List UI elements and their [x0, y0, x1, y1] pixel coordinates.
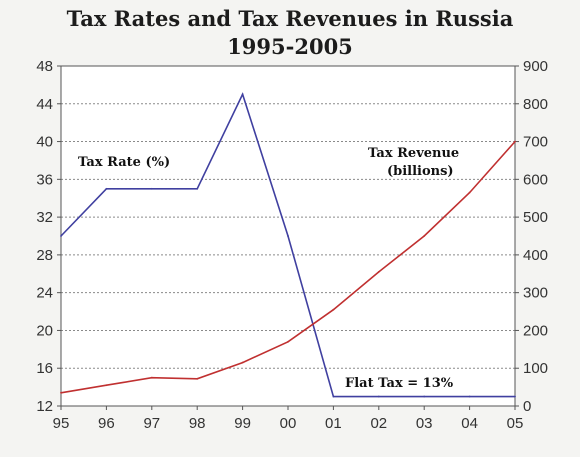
x-tick-label: 97 — [143, 415, 160, 432]
x-tick-label: 95 — [53, 415, 70, 432]
right-tick-label: 300 — [523, 285, 548, 302]
right-tick-label: 200 — [523, 322, 548, 339]
x-tick-label: 02 — [370, 415, 387, 432]
tax-revenue-point — [377, 270, 380, 273]
chart-title: Tax Rates and Tax Revenues in Russia — [66, 6, 514, 31]
tax-rate-label: Tax Rate (%) — [78, 155, 170, 170]
tax-revenue-unit-label: (billions) — [387, 164, 454, 179]
right-tick-label: 900 — [523, 58, 548, 75]
left-tick-label: 32 — [36, 209, 53, 226]
tax-revenue-point — [60, 391, 62, 394]
right-tick-label: 700 — [523, 134, 548, 151]
right-tick-label: 800 — [523, 96, 548, 113]
tax-rate-point — [105, 187, 108, 190]
tax-rate-point — [377, 395, 380, 398]
left-tick-label: 48 — [36, 58, 53, 75]
tax-revenue-label: Tax Revenue — [368, 146, 459, 161]
x-tick-label: 04 — [461, 415, 478, 432]
x-tick-label: 05 — [507, 415, 524, 432]
tax-rate-point — [287, 235, 289, 237]
tax-rate-point — [514, 395, 516, 398]
right-tick-label: 400 — [523, 247, 548, 264]
tax-revenue-point — [287, 340, 289, 343]
left-tick-label: 28 — [36, 247, 53, 264]
tax-revenue-point — [196, 377, 199, 380]
flat-tax-label: Flat Tax = 13% — [345, 376, 454, 391]
tax-rate-point — [60, 235, 62, 237]
left-tick-label: 40 — [36, 134, 53, 151]
x-tick-label: 98 — [189, 415, 206, 432]
left-tick-label: 20 — [36, 322, 53, 339]
tax-rate-point — [150, 187, 153, 190]
tax-revenue-point — [468, 191, 471, 194]
left-tick-label: 36 — [36, 171, 53, 188]
right-tick-label: 500 — [523, 209, 548, 226]
x-tick-label: 96 — [98, 415, 115, 432]
x-tick-label: 00 — [280, 415, 297, 432]
left-tick-label: 12 — [36, 398, 53, 415]
tax-revenue-point — [514, 140, 516, 143]
left-tick-label: 44 — [36, 96, 53, 113]
left-tick-label: 16 — [36, 360, 53, 377]
tax-rate-point — [241, 93, 244, 96]
x-tick-label: 01 — [325, 415, 342, 432]
x-tick-label: 03 — [416, 415, 433, 432]
right-tick-label: 0 — [523, 398, 531, 415]
chart-subtitle: 1995-2005 — [227, 34, 353, 59]
tax-revenue-point — [105, 384, 108, 387]
tax-revenue-point — [150, 376, 153, 379]
tax-rate-point — [468, 395, 471, 398]
tax-rate-point — [196, 187, 199, 190]
left-tick-label: 24 — [36, 285, 53, 302]
tax-revenue-point — [241, 361, 244, 364]
right-tick-label: 100 — [523, 360, 548, 377]
tax-rate-point — [332, 395, 335, 398]
tax-revenue-point — [332, 308, 335, 311]
tax-rate-point — [423, 395, 426, 398]
tax-revenue-point — [423, 235, 426, 237]
x-tick-label: 99 — [234, 415, 251, 432]
right-tick-label: 600 — [523, 171, 548, 188]
